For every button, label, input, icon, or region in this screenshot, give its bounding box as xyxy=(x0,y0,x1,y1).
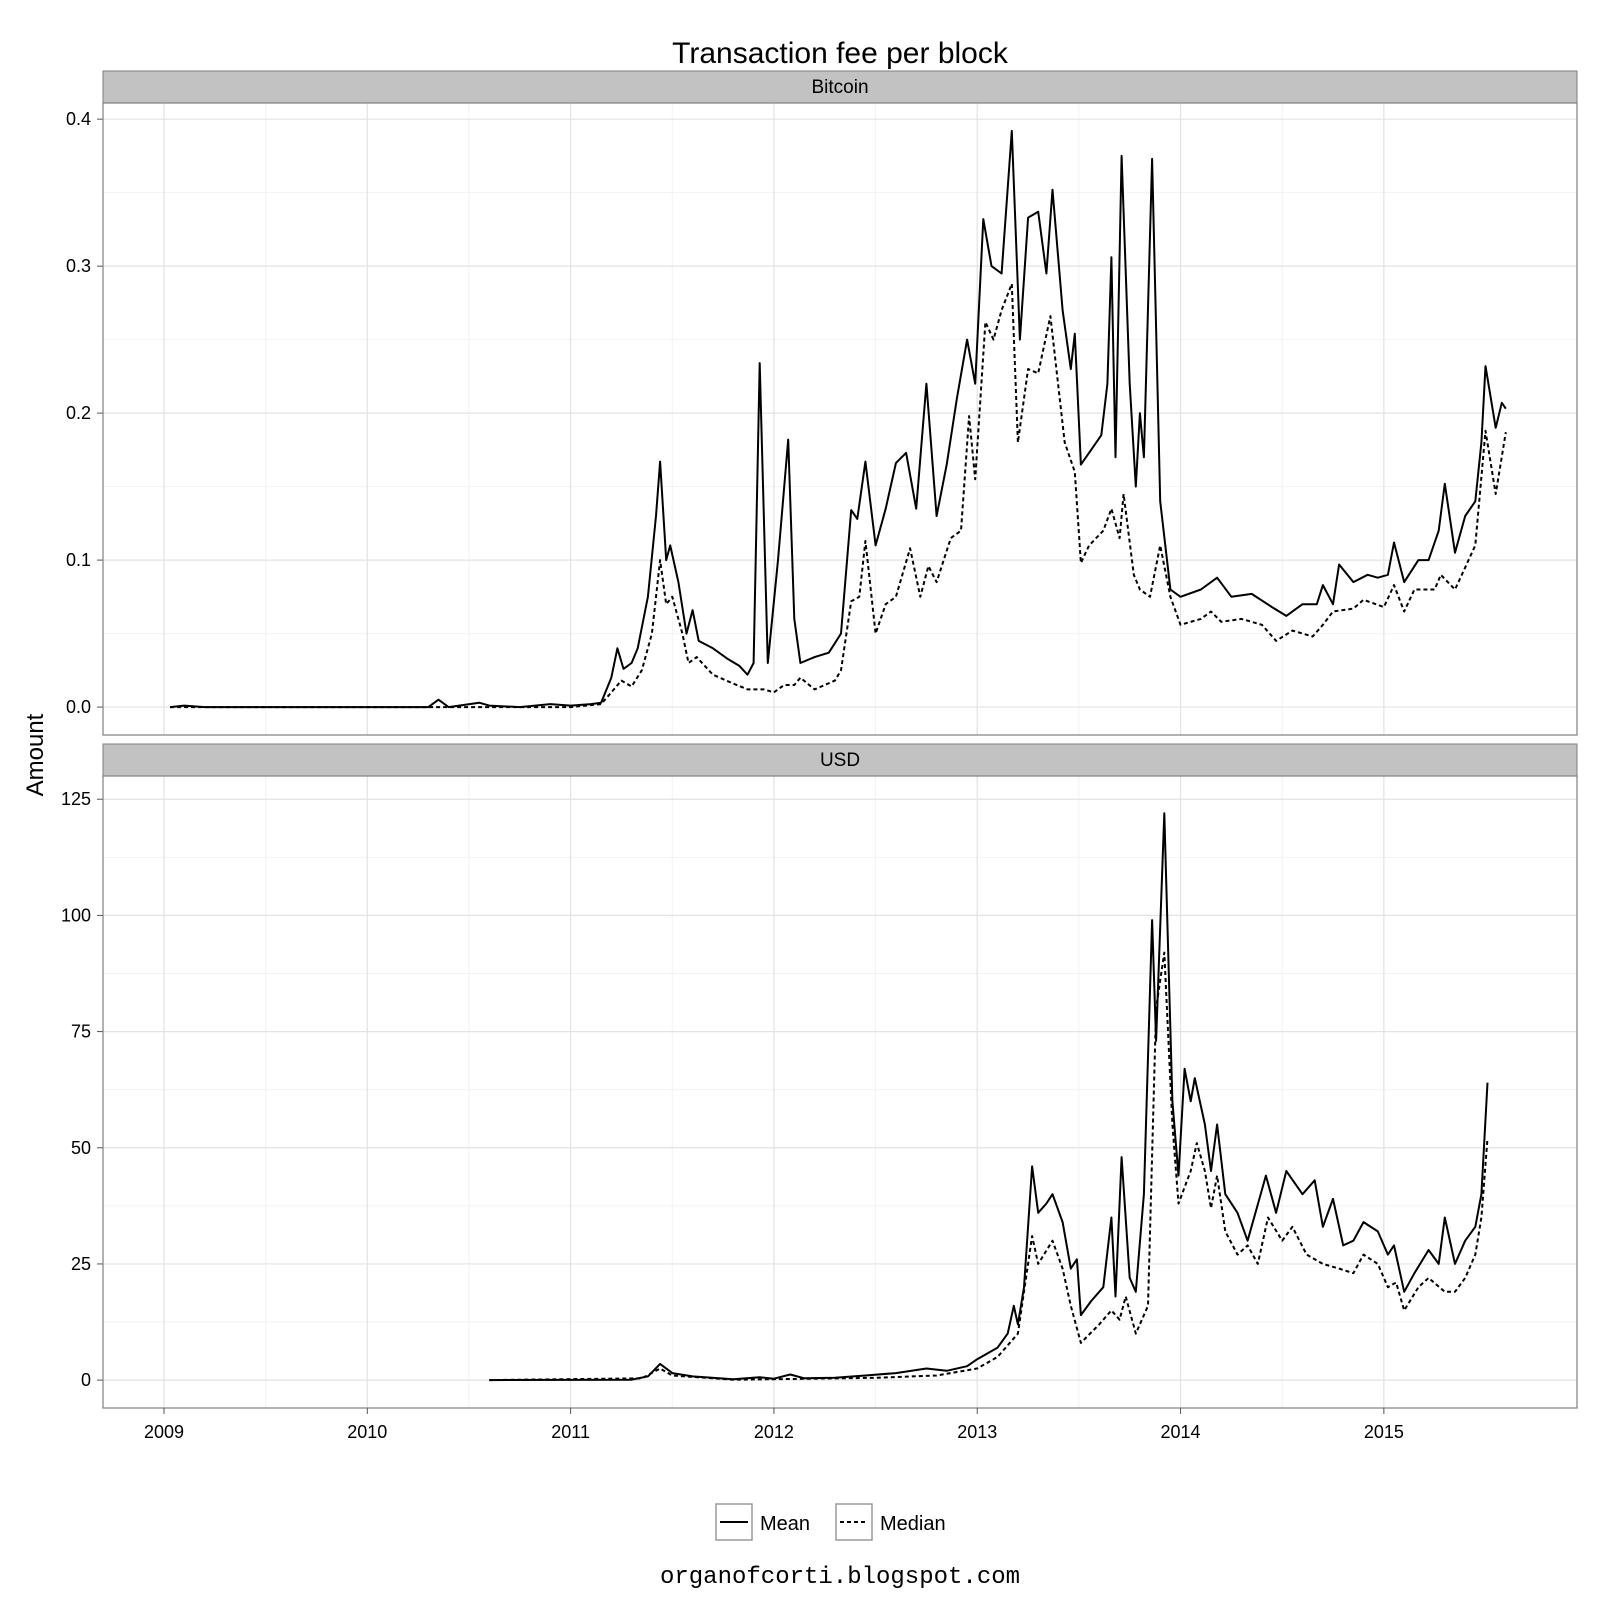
x-tick-label: 2012 xyxy=(754,1422,794,1442)
panel-usd: USD 0 25 50 75 100 125 xyxy=(61,743,1578,1409)
y-tick-label: 75 xyxy=(71,1022,91,1042)
x-tick-label: 2010 xyxy=(347,1422,387,1442)
panel-strip xyxy=(102,70,1578,104)
x-tick-label: 2014 xyxy=(1161,1422,1201,1442)
y-tick-label: 0.3 xyxy=(66,256,91,276)
y-tick-label: 125 xyxy=(61,789,91,809)
panel-border xyxy=(102,775,1578,1409)
panels-layer: Bitcoin 0.0 0.1 0.2 0.3 0.4 USD 0 25 50 75 100 125 xyxy=(61,70,1578,1409)
y-tick-label: 0 xyxy=(81,1370,91,1390)
series-line-mean xyxy=(489,812,1489,1382)
series-line-median xyxy=(489,951,1489,1382)
panel-bitcoin: Bitcoin 0.0 0.1 0.2 0.3 0.4 xyxy=(66,70,1578,736)
y-axis-label: Amount xyxy=(22,713,49,796)
y-tick-label: 25 xyxy=(71,1254,91,1274)
x-tick-label: 2011 xyxy=(551,1422,590,1442)
x-tick-label: 2009 xyxy=(144,1422,184,1442)
y-tick-label: 0.2 xyxy=(66,403,91,423)
panel-strip-label: USD xyxy=(820,750,860,771)
y-tick-label: 50 xyxy=(71,1138,91,1158)
x-axis: 2009 2010 2011 2012 2013 2014 2015 xyxy=(144,1408,1404,1442)
y-tick-label: 100 xyxy=(61,905,91,925)
plot-area xyxy=(103,776,1577,1408)
panel-strip xyxy=(102,743,1578,777)
legend-label: Mean xyxy=(760,1513,810,1535)
y-tick-label: 0.1 xyxy=(66,550,91,570)
legend-item-mean: Mean xyxy=(715,1503,810,1541)
panel-strip-label: Bitcoin xyxy=(811,77,868,98)
panel-border xyxy=(102,102,1578,736)
legend: Mean Median xyxy=(715,1503,946,1541)
x-tick-label: 2013 xyxy=(957,1422,997,1442)
x-tick-label: 2015 xyxy=(1364,1422,1404,1442)
plot-area xyxy=(103,103,1577,735)
legend-item-median: Median xyxy=(835,1503,946,1541)
series-line-mean xyxy=(169,129,1507,709)
footer-credit: organofcorti.blogspot.com xyxy=(660,1564,1020,1591)
y-tick-label: 0.4 xyxy=(66,109,91,129)
chart-title: Transaction fee per block xyxy=(672,37,1009,70)
y-tick-label: 0.0 xyxy=(66,697,91,717)
legend-label: Median xyxy=(880,1513,946,1535)
